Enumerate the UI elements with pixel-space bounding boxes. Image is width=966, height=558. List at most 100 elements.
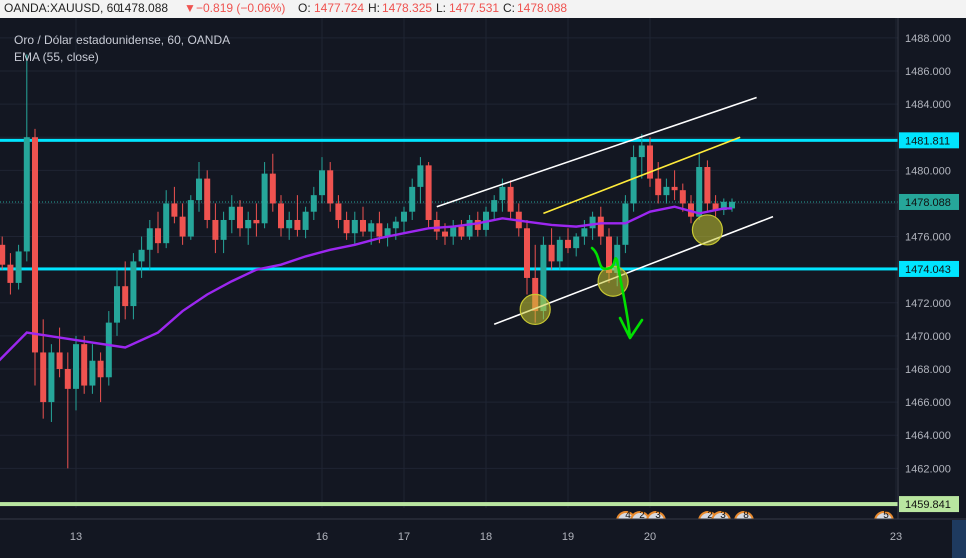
time-tick-label: 20: [644, 531, 656, 543]
resistance-level-line: [0, 138, 898, 142]
candle-body: [351, 219, 358, 234]
price-change: −0.819 (−0.06%): [196, 1, 286, 15]
time-tick-label: 13: [70, 531, 82, 543]
price-label-bg: [899, 132, 959, 149]
candle-body: [368, 223, 375, 232]
candle-body: [335, 203, 342, 220]
close-label: C:: [503, 1, 515, 15]
candle-body: [606, 236, 612, 273]
candle-body: [524, 228, 530, 278]
price-axis-bg: [898, 18, 966, 558]
candle-body: [327, 170, 334, 204]
candle-body: [597, 216, 604, 237]
down-arrow-icon: ▼: [184, 1, 196, 15]
price-tick-label: 1472.000: [905, 298, 951, 310]
candle-body: [269, 173, 276, 204]
candle-body: [425, 165, 432, 220]
high-value: 1478.325: [382, 1, 433, 15]
chart-legend: Oro / Dólar estadounidense, 60, OANDA EM…: [14, 32, 230, 66]
candle-body: [204, 178, 211, 220]
time-axis: 13161718192023242526: [0, 518, 966, 558]
candle-body: [64, 368, 71, 389]
low-label: L:: [436, 1, 447, 15]
open-value: 1477.724: [314, 1, 365, 15]
candle-body: [278, 203, 284, 229]
candle-body: [704, 167, 711, 204]
legend-indicator[interactable]: EMA (55, close): [14, 50, 99, 64]
candle-body: [458, 226, 465, 237]
candle-body: [15, 251, 22, 283]
price-label-bg: [899, 496, 959, 513]
candle-body: [491, 200, 498, 212]
candle-body: [237, 206, 243, 229]
time-tick-label: 19: [562, 531, 574, 543]
close-value: 1478.088: [517, 1, 568, 15]
candle-body: [679, 190, 686, 204]
candle-body: [573, 236, 580, 249]
candle-body: [450, 226, 457, 237]
candle-body: [48, 352, 55, 403]
price-tick-label: 1486.000: [905, 66, 951, 78]
price-label-bg: [899, 260, 959, 277]
candle-body: [122, 286, 129, 307]
candle-body: [581, 228, 588, 237]
candle-body: [146, 228, 153, 250]
candle-body: [0, 244, 6, 265]
time-tick-label: 23: [890, 531, 902, 543]
candle-body: [97, 360, 104, 378]
candle-body: [589, 216, 596, 229]
candle-body: [40, 352, 47, 403]
candle-body: [499, 186, 506, 201]
candle-body: [220, 219, 227, 240]
price-tick-label: 1484.000: [905, 99, 951, 111]
legend-title: Oro / Dólar estadounidense, 60, OANDA: [14, 33, 231, 47]
candle-body: [630, 157, 637, 204]
channel-upper-line: [436, 96, 757, 208]
candle-body: [671, 186, 678, 191]
symbol-header: OANDA:XAUUSD, 60 1478.088 ▼ −0.819 (−0.0…: [0, 0, 966, 18]
candle-body: [729, 201, 735, 209]
candle-body: [212, 219, 219, 240]
price-label: 1478.088: [905, 197, 951, 209]
time-tick-label: 18: [480, 531, 492, 543]
candle-body: [261, 173, 268, 224]
highlight-circle: [519, 293, 551, 325]
last-price: 1478.088: [118, 1, 169, 15]
price-tick-label: 1488.000: [905, 33, 951, 45]
candle-body: [696, 167, 703, 217]
candle-body: [105, 322, 112, 378]
candle-body: [294, 219, 301, 230]
candle-body: [187, 200, 194, 237]
price-label: 1459.841: [905, 499, 951, 511]
candle-body: [32, 137, 38, 353]
candle-body: [286, 219, 293, 229]
candle-body: [466, 219, 473, 237]
price-tick-label: 1466.000: [905, 397, 951, 409]
candle-body: [343, 219, 350, 234]
candle-body: [655, 178, 662, 196]
highlight-circle: [691, 214, 724, 246]
candle-body: [474, 219, 481, 230]
symbol-name[interactable]: OANDA:XAUUSD, 60: [4, 1, 121, 15]
candle-body: [23, 137, 30, 252]
candle-body: [155, 228, 161, 244]
candle-body: [163, 203, 170, 244]
candle-body: [310, 195, 317, 212]
time-tick-label: 16: [316, 531, 328, 543]
event-count: 2: [707, 510, 713, 521]
support-level-line: [0, 267, 898, 271]
projection-arrow: [590, 246, 644, 340]
candle-body: [319, 170, 325, 196]
candle-body: [179, 216, 186, 237]
high-label: H:: [368, 1, 380, 15]
horizontal-levels: [0, 138, 898, 507]
event-count: 3: [720, 510, 726, 521]
price-label: 1474.043: [905, 264, 951, 276]
time-axis-bg: [0, 519, 966, 558]
price-axis: 1488.0001486.0001484.0001482.0001480.000…: [897, 18, 966, 558]
candlesticks: [0, 54, 735, 469]
candle-body: [556, 239, 563, 262]
candle-body: [81, 344, 88, 386]
candle-body: [540, 244, 547, 312]
